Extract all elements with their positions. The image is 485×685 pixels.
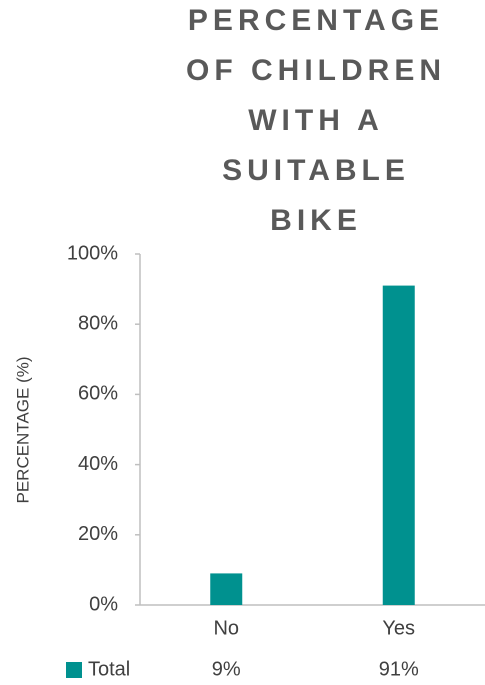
y-tick-label: 20%	[78, 523, 118, 545]
bar	[210, 573, 243, 605]
legend-swatch	[66, 662, 82, 678]
y-axis-label: PERCENTAGE (%)	[13, 356, 32, 503]
y-tick-label: 40%	[78, 453, 118, 475]
legend-label: Total	[88, 658, 130, 680]
x-tick-label: No	[213, 617, 239, 639]
y-tick-label: 60%	[78, 383, 118, 405]
table-value: 9%	[212, 658, 241, 680]
chart-title: PERCENTAGE OF CHILDREN WITH A SUITABLE BIKE	[186, 4, 446, 237]
bar	[382, 285, 415, 605]
y-tick-label: 0%	[89, 593, 118, 615]
table-value: 91%	[379, 658, 419, 680]
y-tick-label: 80%	[78, 312, 118, 334]
x-tick-label: Yes	[382, 617, 415, 639]
y-tick-label: 100%	[67, 242, 118, 264]
